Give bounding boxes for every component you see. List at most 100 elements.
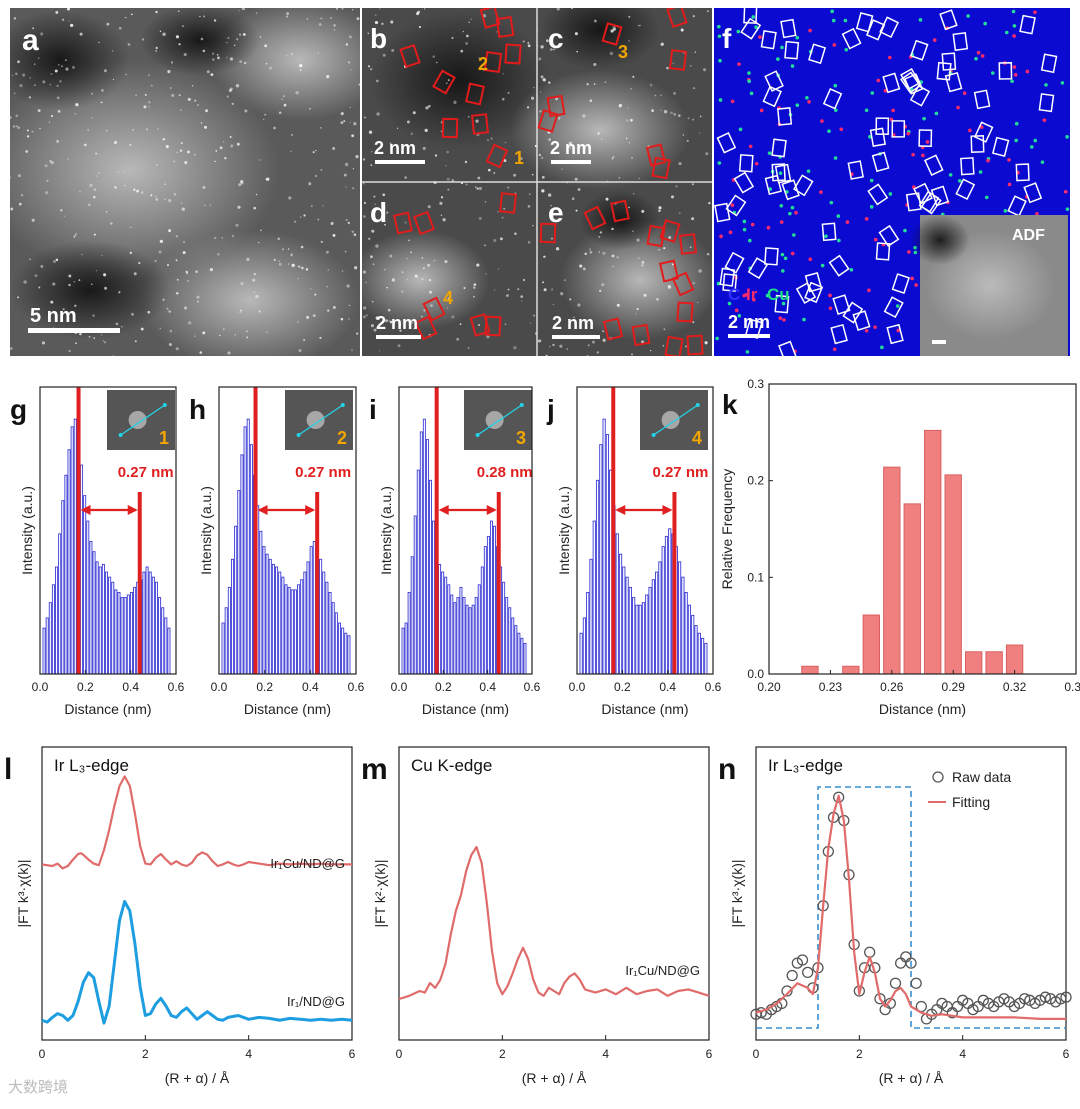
panel-label-a: a bbox=[22, 24, 39, 57]
plot-frame bbox=[218, 386, 357, 675]
marker-4: 4 bbox=[443, 288, 453, 308]
plot-frame bbox=[755, 746, 1067, 1041]
profile-bar bbox=[271, 563, 275, 675]
profile-bar bbox=[98, 566, 102, 675]
profile-bar bbox=[493, 525, 496, 675]
profile-bar bbox=[246, 418, 250, 675]
profile-bar bbox=[224, 607, 228, 675]
histogram-bar bbox=[801, 665, 819, 675]
plot-frame bbox=[398, 746, 710, 1041]
x-axis-label: (R + α) / Å bbox=[879, 1070, 944, 1086]
x-tick-label: 0.0 bbox=[32, 680, 49, 694]
panel-label: m bbox=[361, 753, 388, 786]
profile-bar bbox=[158, 597, 162, 675]
x-tick-label: 6 bbox=[349, 1047, 356, 1061]
profile-bar bbox=[80, 464, 84, 675]
raw-data-point bbox=[1060, 991, 1072, 1003]
profile-bar bbox=[480, 566, 484, 675]
profile-bar bbox=[684, 592, 688, 675]
profile-bar bbox=[221, 622, 225, 675]
inset-atom bbox=[128, 411, 147, 429]
profile-bar bbox=[586, 592, 590, 675]
histogram-bar bbox=[985, 651, 1003, 675]
inset-atom bbox=[661, 411, 680, 429]
profile-bar bbox=[148, 571, 152, 675]
arrow-head-left bbox=[438, 505, 449, 515]
x-tick-label: 0.20 bbox=[757, 680, 781, 694]
x-tick-label: 0.0 bbox=[211, 680, 228, 694]
plot-frame bbox=[398, 386, 533, 675]
profile-bar bbox=[416, 469, 420, 675]
raw-data-point bbox=[895, 957, 907, 969]
panel-label: i bbox=[369, 394, 377, 425]
profile-bar bbox=[92, 551, 96, 675]
histogram-bar bbox=[862, 614, 881, 675]
profile-bar bbox=[632, 597, 636, 675]
profile-bar bbox=[465, 604, 469, 675]
profile-bar bbox=[334, 612, 338, 675]
x-axis-label: Distance (nm) bbox=[422, 701, 509, 717]
inset-endpoint bbox=[651, 433, 656, 437]
profile-bar bbox=[142, 571, 146, 675]
inset-endpoint bbox=[162, 403, 167, 407]
profile-bar bbox=[262, 546, 266, 675]
series-line bbox=[41, 775, 352, 870]
profile-bar bbox=[694, 625, 698, 675]
profile-bar bbox=[520, 637, 524, 675]
inset-atom bbox=[485, 411, 504, 429]
profile-bar bbox=[605, 434, 609, 675]
inset-endpoint bbox=[340, 403, 345, 407]
profile-bar bbox=[58, 533, 62, 675]
raw-data-point bbox=[910, 977, 922, 989]
legend-ir: Ir bbox=[746, 285, 758, 304]
y-axis-label: Intensity (a.u.) bbox=[556, 486, 572, 575]
profile-bar bbox=[101, 563, 105, 675]
profile-bar bbox=[325, 581, 329, 675]
profile-bar bbox=[661, 546, 665, 675]
y-tick-label: 0.3 bbox=[747, 377, 764, 391]
panel-label: k bbox=[722, 389, 738, 420]
x-tick-label: 0.4 bbox=[659, 680, 676, 694]
raw-data-point bbox=[786, 969, 798, 982]
y-axis-label: |FT k³·χ(k)| bbox=[729, 859, 745, 927]
x-axis-label: Distance (nm) bbox=[64, 701, 151, 717]
profile-bar bbox=[227, 586, 231, 675]
x-axis-label: Distance (nm) bbox=[244, 701, 331, 717]
profile-bar bbox=[319, 558, 323, 675]
profile-bar bbox=[167, 627, 171, 675]
x-axis-label: Distance (nm) bbox=[879, 701, 966, 717]
profile-bar bbox=[579, 632, 583, 675]
profile-bar bbox=[602, 418, 606, 675]
plot-frame bbox=[41, 746, 353, 1041]
profile-bar bbox=[42, 627, 46, 675]
profile-bar bbox=[265, 553, 269, 675]
profile-bar bbox=[230, 558, 235, 675]
histogram-bar bbox=[903, 503, 921, 675]
profile-bar bbox=[410, 556, 414, 675]
profile-bar bbox=[655, 571, 659, 675]
adf-scalebar bbox=[932, 340, 946, 344]
profile-bar bbox=[55, 566, 59, 675]
profile-bar bbox=[300, 579, 304, 675]
profile-bar bbox=[483, 546, 487, 675]
x-axis-label: Distance (nm) bbox=[601, 701, 688, 717]
inset-line-profile bbox=[298, 404, 344, 436]
plot-frame bbox=[768, 383, 1077, 675]
profile-bar bbox=[104, 571, 109, 675]
profile-bar bbox=[595, 479, 600, 675]
x-tick-label: 0.0 bbox=[569, 680, 586, 694]
profile-bar bbox=[347, 635, 351, 675]
x-tick-label: 0.26 bbox=[880, 680, 904, 694]
x-tick-label: 0 bbox=[753, 1047, 760, 1061]
profile-bar bbox=[126, 594, 130, 675]
profile-bar bbox=[268, 558, 272, 675]
profile-bar bbox=[237, 490, 241, 675]
plot-frame bbox=[576, 386, 714, 675]
profile-bar bbox=[704, 642, 708, 675]
exafs-chart-m: Ir₁Cu/ND@G 0 2 4 6 (R + α) / Å |FT k²·χ(k)| Cu … bbox=[361, 746, 713, 1086]
raw-data-point bbox=[1019, 993, 1031, 1005]
profile-bar bbox=[459, 586, 463, 675]
raw-data-point bbox=[951, 1000, 964, 1013]
histogram-chart-k: 0.0 0.1 0.2 0.3 0.20 0.23 0.26 0.29 0.32 0.35 Dist… bbox=[719, 377, 1080, 717]
